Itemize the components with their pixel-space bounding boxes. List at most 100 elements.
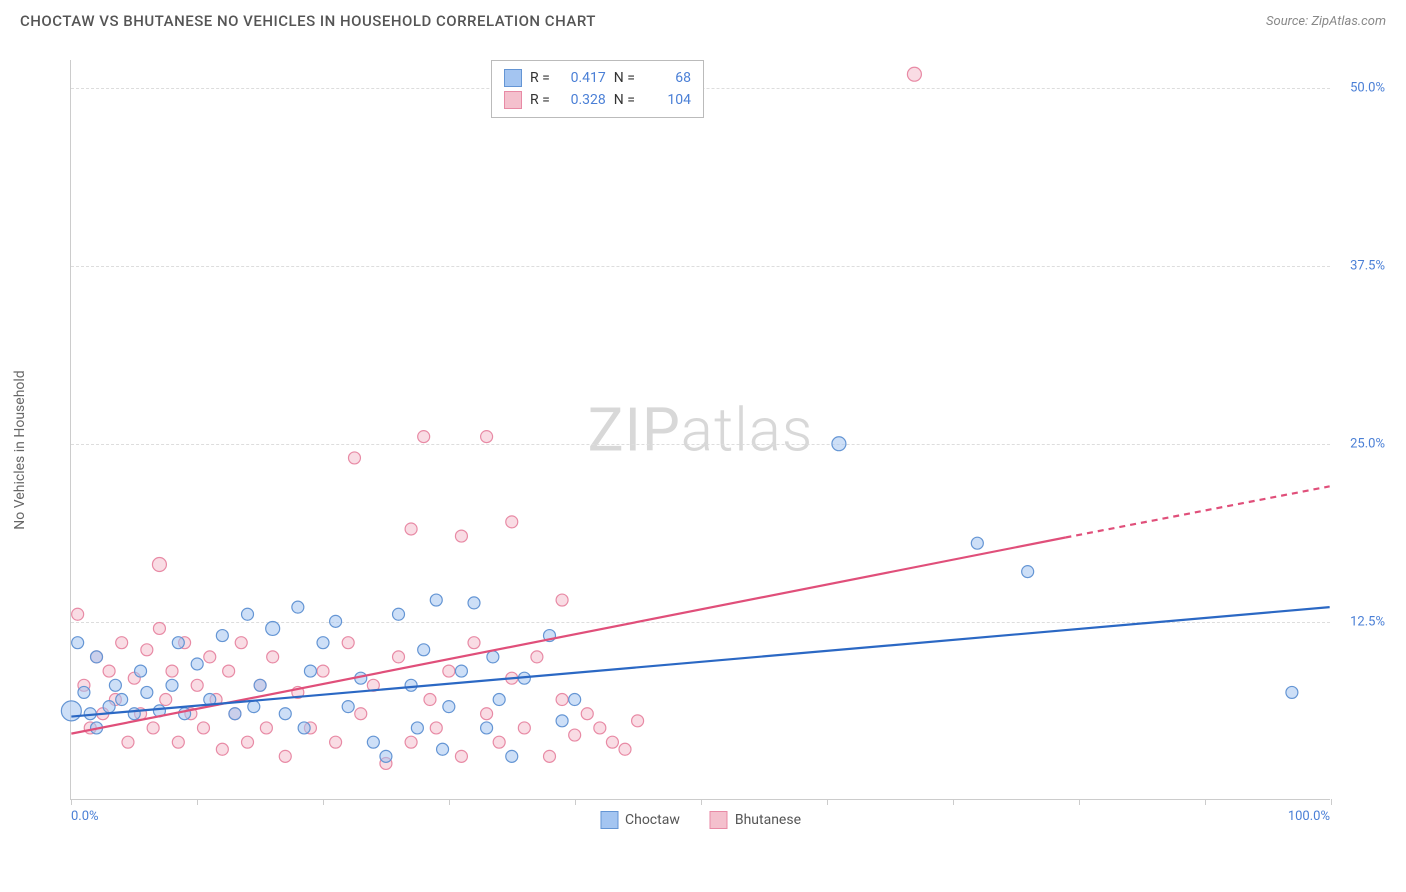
data-point (418, 644, 430, 656)
data-point (581, 708, 593, 720)
data-point (493, 736, 505, 748)
data-point (506, 516, 518, 528)
source-label: Source: (1266, 14, 1308, 29)
x-min-label: 0.0% (71, 809, 99, 824)
plot-area: ZIPatlas 12.5%25.0%37.5%50.0% R = 0.417 … (70, 60, 1330, 800)
data-point (455, 750, 467, 762)
data-point (355, 708, 367, 720)
data-point (91, 651, 103, 663)
y-tick-label: 37.5% (1350, 259, 1385, 274)
data-point (330, 736, 342, 748)
data-point (103, 701, 115, 713)
x-tick (575, 799, 576, 805)
data-point (172, 736, 184, 748)
data-point (1286, 686, 1298, 698)
data-point (191, 658, 203, 670)
data-point (166, 679, 178, 691)
choctaw-swatch-icon (600, 811, 618, 829)
data-point (832, 437, 846, 451)
x-tick (449, 799, 450, 805)
n-label: N = (614, 89, 635, 111)
data-point (518, 722, 530, 734)
data-point (342, 701, 354, 713)
data-point (235, 637, 247, 649)
data-point (556, 694, 568, 706)
scatter-svg (71, 60, 1330, 799)
chart-container: No Vehicles in Household ZIPatlas 12.5%2… (50, 50, 1390, 850)
x-tick (1079, 799, 1080, 805)
data-point (1022, 566, 1034, 578)
data-point (443, 701, 455, 713)
data-point (242, 736, 254, 748)
data-point (455, 530, 467, 542)
bhutanese-swatch-icon (710, 811, 728, 829)
data-point (116, 637, 128, 649)
data-point (367, 736, 379, 748)
r-label: R = (530, 67, 550, 89)
data-point (204, 651, 216, 663)
data-point (191, 679, 203, 691)
trend-line (1065, 486, 1329, 537)
legend-stats-row-choctaw: R = 0.417 N = 68 (504, 67, 691, 89)
data-point (172, 637, 184, 649)
legend-stats-row-bhutanese: R = 0.328 N = 104 (504, 89, 691, 111)
x-tick (953, 799, 954, 805)
data-point (430, 594, 442, 606)
data-point (342, 637, 354, 649)
bhutanese-name: Bhutanese (735, 812, 801, 828)
data-point (481, 431, 493, 443)
r-label: R = (530, 89, 550, 111)
data-point (61, 701, 81, 721)
legend-item-choctaw: Choctaw (600, 811, 680, 829)
data-point (481, 708, 493, 720)
data-point (160, 694, 172, 706)
y-axis-label: No Vehicles in Household (12, 370, 28, 529)
chart-title: CHOCTAW VS BHUTANESE NO VEHICLES IN HOUS… (20, 12, 596, 30)
data-point (907, 67, 921, 81)
data-point (569, 729, 581, 741)
data-point (411, 722, 423, 734)
data-point (229, 708, 241, 720)
data-point (632, 715, 644, 727)
data-point (242, 608, 254, 620)
data-point (266, 621, 280, 635)
legend-stats-box: R = 0.417 N = 68 R = 0.328 N = 104 (491, 60, 704, 118)
data-point (606, 736, 618, 748)
data-point (556, 594, 568, 606)
data-point (216, 630, 228, 642)
data-point (267, 651, 279, 663)
data-point (544, 750, 556, 762)
data-point (531, 651, 543, 663)
choctaw-swatch (504, 69, 522, 87)
x-tick (827, 799, 828, 805)
data-point (380, 750, 392, 762)
data-point (135, 665, 147, 677)
source-value: ZipAtlas.com (1311, 14, 1386, 29)
n-label: N = (614, 67, 635, 89)
choctaw-r: 0.417 (558, 67, 606, 89)
data-point (443, 665, 455, 677)
data-point (128, 708, 140, 720)
data-point (78, 686, 90, 698)
data-point (109, 679, 121, 691)
x-tick (71, 799, 72, 805)
data-point (260, 722, 272, 734)
data-point (393, 608, 405, 620)
bhutanese-swatch (504, 91, 522, 109)
data-point (594, 722, 606, 734)
data-point (147, 722, 159, 734)
data-point (141, 686, 153, 698)
data-point (468, 597, 480, 609)
data-point (418, 431, 430, 443)
legend-item-bhutanese: Bhutanese (710, 811, 801, 829)
data-point (279, 708, 291, 720)
data-point (279, 750, 291, 762)
data-point (468, 637, 480, 649)
data-point (493, 694, 505, 706)
data-point (971, 537, 983, 549)
data-point (248, 701, 260, 713)
data-point (481, 722, 493, 734)
data-point (487, 651, 499, 663)
x-max-label: 100.0% (1288, 809, 1330, 824)
data-point (506, 750, 518, 762)
